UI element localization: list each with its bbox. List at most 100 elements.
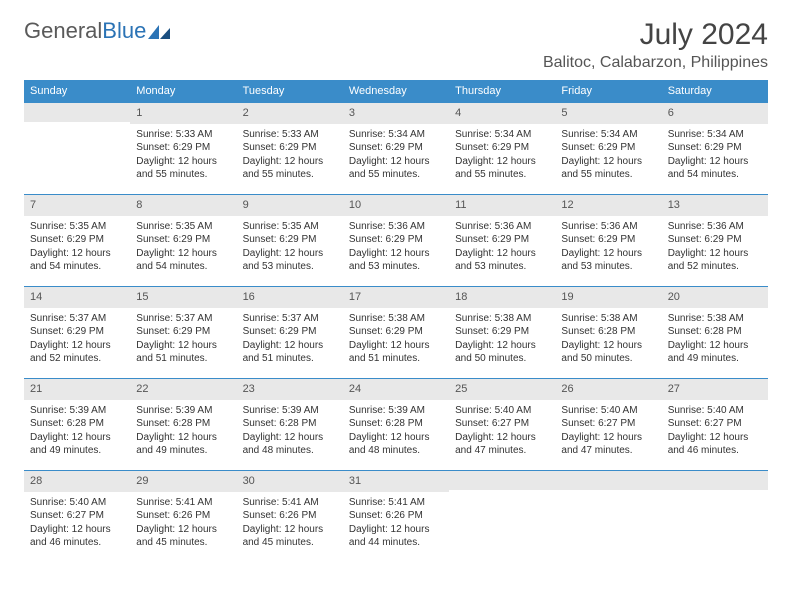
daylight-text: Daylight: 12 hours and 51 minutes.: [349, 339, 443, 366]
sunrise-text: Sunrise: 5:38 AM: [349, 312, 443, 326]
weekday-header-row: Sunday Monday Tuesday Wednesday Thursday…: [24, 80, 768, 102]
calendar-cell: 27Sunrise: 5:40 AMSunset: 6:27 PMDayligh…: [662, 378, 768, 470]
calendar-cell: 31Sunrise: 5:41 AMSunset: 6:26 PMDayligh…: [343, 470, 449, 562]
day-body: Sunrise: 5:34 AMSunset: 6:29 PMDaylight:…: [662, 124, 768, 188]
month-title: July 2024: [543, 18, 768, 52]
sunset-text: Sunset: 6:29 PM: [668, 233, 762, 247]
sunrise-text: Sunrise: 5:39 AM: [136, 404, 230, 418]
daylight-text: Daylight: 12 hours and 47 minutes.: [561, 431, 655, 458]
daylight-text: Daylight: 12 hours and 52 minutes.: [30, 339, 124, 366]
sunset-text: Sunset: 6:29 PM: [30, 325, 124, 339]
day-number: 14: [24, 286, 130, 308]
calendar-cell: 17 Sunrise: 5:38 AMSunset: 6:29 PMDayligh…: [343, 286, 449, 378]
location-subtitle: Balitoc, Calabarzon, Philippines: [543, 54, 768, 72]
day-number: 11: [449, 194, 555, 216]
daylight-text: Daylight: 12 hours and 48 minutes.: [349, 431, 443, 458]
sunset-text: Sunset: 6:26 PM: [349, 509, 443, 523]
title-block: July 2024 Balitoc, Calabarzon, Philippin…: [543, 18, 768, 72]
daylight-text: Daylight: 12 hours and 46 minutes.: [668, 431, 762, 458]
daylight-text: Daylight: 12 hours and 49 minutes.: [668, 339, 762, 366]
day-number-empty: [555, 470, 661, 490]
sunset-text: Sunset: 6:28 PM: [243, 417, 337, 431]
daylight-text: Daylight: 12 hours and 54 minutes.: [136, 247, 230, 274]
calendar-cell: 22 Sunrise: 5:39 AMSunset: 6:28 PMDayligh…: [130, 378, 236, 470]
sunset-text: Sunset: 6:29 PM: [136, 325, 230, 339]
sunset-text: Sunset: 6:29 PM: [455, 325, 549, 339]
sunset-text: Sunset: 6:29 PM: [455, 141, 549, 155]
logo: GeneralBlue: [24, 18, 170, 44]
sunrise-text: Sunrise: 5:35 AM: [243, 220, 337, 234]
sunrise-text: Sunrise: 5:41 AM: [136, 496, 230, 510]
day-body: Sunrise: 5:34 AMSunset: 6:29 PMDaylight:…: [343, 124, 449, 188]
day-number-empty: [24, 102, 130, 122]
sunrise-text: Sunrise: 5:38 AM: [668, 312, 762, 326]
calendar-cell: 8Sunrise: 5:35 AMSunset: 6:29 PMDaylight…: [130, 194, 236, 286]
sunrise-text: Sunrise: 5:34 AM: [668, 128, 762, 142]
day-number: 22: [130, 378, 236, 400]
daylight-text: Daylight: 12 hours and 44 minutes.: [349, 523, 443, 550]
calendar-cell: 15Sunrise: 5:37 AMSunset: 6:29 PMDayligh…: [130, 286, 236, 378]
col-sunday: Sunday: [24, 80, 130, 102]
day-number: 30: [237, 470, 343, 492]
calendar-cell: 14 Sunrise: 5:37 AMSunset: 6:29 PMDayligh…: [24, 286, 130, 378]
calendar-cell: 30Sunrise: 5:41 AMSunset: 6:26 PMDayligh…: [237, 470, 343, 562]
calendar-week-row: 1Sunrise: 5:33 AMSunset: 6:29 PMDaylight…: [24, 102, 768, 194]
day-body: Sunrise: 5:40 AMSunset: 6:27 PMDaylight:…: [662, 400, 768, 464]
sunset-text: Sunset: 6:29 PM: [349, 141, 443, 155]
day-number: 16: [237, 286, 343, 308]
calendar-cell: 4Sunrise: 5:34 AMSunset: 6:29 PMDaylight…: [449, 102, 555, 194]
day-number: 17: [343, 286, 449, 308]
sunrise-text: Sunrise: 5:40 AM: [561, 404, 655, 418]
logo-text-general: General: [24, 18, 102, 43]
day-number: 10: [343, 194, 449, 216]
calendar-cell: 9Sunrise: 5:35 AMSunset: 6:29 PMDaylight…: [237, 194, 343, 286]
day-body: Sunrise: 5:40 AMSunset: 6:27 PMDaylight:…: [555, 400, 661, 464]
day-body: Sunrise: 5:39 AMSunset: 6:28 PMDaylight:…: [24, 400, 130, 464]
sunrise-text: Sunrise: 5:36 AM: [455, 220, 549, 234]
day-number-empty: [449, 470, 555, 490]
sunrise-text: Sunrise: 5:36 AM: [561, 220, 655, 234]
calendar-cell: 7Sunrise: 5:35 AMSunset: 6:29 PMDaylight…: [24, 194, 130, 286]
daylight-text: Daylight: 12 hours and 55 minutes.: [136, 155, 230, 182]
day-body: Sunrise: 5:36 AMSunset: 6:29 PMDaylight:…: [449, 216, 555, 280]
day-number: 27: [662, 378, 768, 400]
day-number: 18: [449, 286, 555, 308]
calendar-cell: [662, 470, 768, 562]
day-number: 28: [24, 470, 130, 492]
sunset-text: Sunset: 6:26 PM: [136, 509, 230, 523]
sunset-text: Sunset: 6:27 PM: [455, 417, 549, 431]
calendar-cell: 11Sunrise: 5:36 AMSunset: 6:29 PMDayligh…: [449, 194, 555, 286]
daylight-text: Daylight: 12 hours and 53 minutes.: [349, 247, 443, 274]
day-body: Sunrise: 5:38 AMSunset: 6:28 PMDaylight:…: [662, 308, 768, 372]
day-number: 20: [662, 286, 768, 308]
day-body: Sunrise: 5:38 AMSunset: 6:28 PMDaylight:…: [555, 308, 661, 372]
daylight-text: Daylight: 12 hours and 47 minutes.: [455, 431, 549, 458]
sunrise-text: Sunrise: 5:33 AM: [136, 128, 230, 142]
header: GeneralBlue July 2024 Balitoc, Calabarzo…: [24, 18, 768, 72]
sunset-text: Sunset: 6:29 PM: [349, 325, 443, 339]
daylight-text: Daylight: 12 hours and 49 minutes.: [136, 431, 230, 458]
sunrise-text: Sunrise: 5:33 AM: [243, 128, 337, 142]
daylight-text: Daylight: 12 hours and 50 minutes.: [455, 339, 549, 366]
day-number: 19: [555, 286, 661, 308]
daylight-text: Daylight: 12 hours and 53 minutes.: [561, 247, 655, 274]
day-body: Sunrise: 5:35 AMSunset: 6:29 PMDaylight:…: [24, 216, 130, 280]
sunrise-text: Sunrise: 5:36 AM: [349, 220, 443, 234]
day-number: 21: [24, 378, 130, 400]
daylight-text: Daylight: 12 hours and 50 minutes.: [561, 339, 655, 366]
sunrise-text: Sunrise: 5:39 AM: [30, 404, 124, 418]
day-number: 7: [24, 194, 130, 216]
sunset-text: Sunset: 6:28 PM: [136, 417, 230, 431]
daylight-text: Daylight: 12 hours and 55 minutes.: [455, 155, 549, 182]
day-body: Sunrise: 5:36 AMSunset: 6:29 PMDaylight:…: [555, 216, 661, 280]
logo-text-blue: Blue: [102, 18, 146, 43]
calendar-cell: 6Sunrise: 5:34 AMSunset: 6:29 PMDaylight…: [662, 102, 768, 194]
sunrise-text: Sunrise: 5:35 AM: [136, 220, 230, 234]
day-number: 31: [343, 470, 449, 492]
day-body: Sunrise: 5:33 AMSunset: 6:29 PMDaylight:…: [130, 124, 236, 188]
sunset-text: Sunset: 6:29 PM: [455, 233, 549, 247]
calendar-week-row: 28Sunrise: 5:40 AMSunset: 6:27 PMDayligh…: [24, 470, 768, 562]
sunrise-text: Sunrise: 5:37 AM: [30, 312, 124, 326]
daylight-text: Daylight: 12 hours and 54 minutes.: [30, 247, 124, 274]
day-number: 12: [555, 194, 661, 216]
